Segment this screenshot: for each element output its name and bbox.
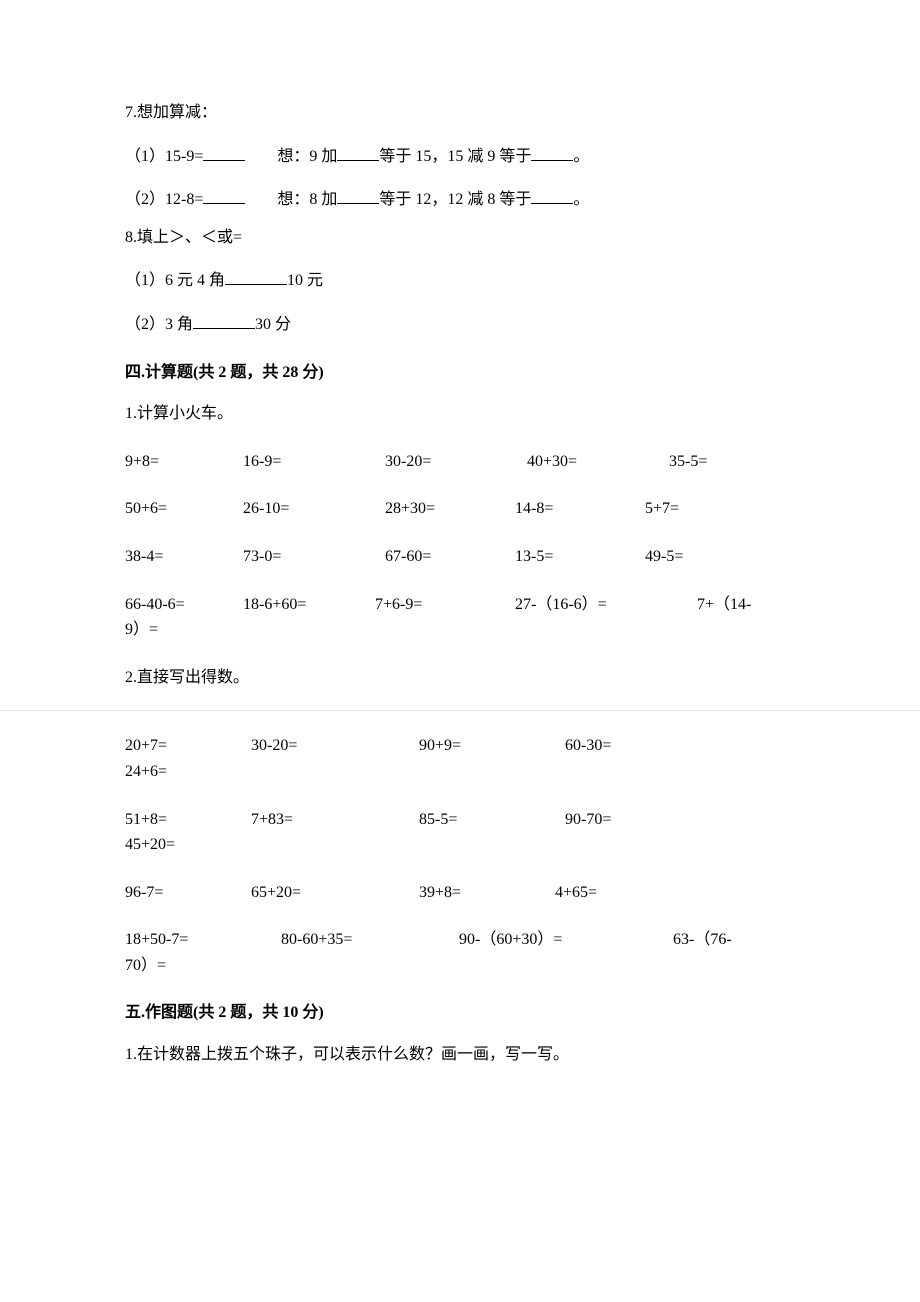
blank-field[interactable] [531, 188, 573, 204]
math-cell: 18-6+60= [243, 592, 375, 618]
q7-l1-a: （1）15-9= [125, 148, 203, 165]
q8-l1-a: （1）6 元 4 角 [125, 272, 225, 289]
s4-q1-rows: 9+8=16-9=30-20=40+30=35-5= 50+6=26-10=28+… [125, 449, 795, 617]
s5-q1-text: 1.在计数器上拨五个珠子，可以表示什么数？画一画，写一写。 [125, 1042, 795, 1068]
math-cell: 38-4= [125, 544, 243, 570]
math-cell: 73-0= [243, 544, 385, 570]
math-cell: 50+6= [125, 496, 243, 522]
math-cell: 16-9= [243, 449, 385, 475]
math-cell: 40+30= [527, 449, 669, 475]
math-row: 50+6=26-10=28+30=14-8=5+7= [125, 496, 795, 522]
q8-l2-b: 30 分 [255, 316, 291, 333]
math-cell: 20+7= [125, 733, 251, 759]
math-cell: 80-60+35= [281, 927, 459, 953]
q7-l1-b: 想：9 加 [277, 148, 337, 165]
math-cell: 7+6-9= [375, 592, 515, 618]
math-cell: 49-5= [645, 544, 725, 570]
blank-field[interactable] [337, 145, 379, 161]
math-cell: 14-8= [515, 496, 645, 522]
math-cell: 51+8= [125, 807, 251, 833]
math-row: 96-7=65+20=39+8=4+65= [125, 880, 795, 906]
section4-q2: 2.直接写出得数。 20+7=30-20=90+9=60-30= 24+6= 51+… [125, 665, 795, 979]
s4-q2-rows: 20+7=30-20=90+9=60-30= 24+6= 51+8=7+83=85-… [125, 733, 795, 953]
q8-l2-a: （2）3 角 [125, 316, 193, 333]
question-8: 8.填上＞、＜或= （1）6 元 4 角 10 元 （2）3 角 30 分 [125, 225, 795, 338]
math-cell: 85-5= [419, 807, 565, 833]
blank-field[interactable] [203, 188, 245, 204]
blank-field[interactable] [193, 313, 255, 329]
section-4-title: 四.计算题(共 2 题，共 28 分) [125, 360, 795, 386]
math-cell: 13-5= [515, 544, 645, 570]
math-row: 66-40-6=18-6+60=7+6-9=27-（16-6）=7+（14- [125, 592, 795, 618]
blank-field[interactable] [337, 188, 379, 204]
s4-q2-title: 2.直接写出得数。 [125, 665, 795, 691]
math-cell: 66-40-6= [125, 592, 243, 618]
section5-q1: 1.在计数器上拨五个珠子，可以表示什么数？画一画，写一写。 [125, 1042, 795, 1068]
blank-field[interactable] [531, 145, 573, 161]
q7-l1-c: 等于 15，15 减 9 等于 [379, 148, 531, 165]
q7-l2-b: 想：8 加 [277, 191, 337, 208]
math-cell: 96-7= [125, 880, 251, 906]
math-cell: 60-30= [565, 733, 745, 759]
q8-title: 8.填上＞、＜或= [125, 225, 795, 251]
s4-q1-cont: 9）= [125, 617, 795, 643]
q7-l2-c: 等于 12，12 减 8 等于 [379, 191, 531, 208]
math-cell: 90-70= [565, 807, 745, 833]
q7-l1-d: 。 [573, 148, 589, 165]
blank-field[interactable] [225, 269, 287, 285]
math-cell: 63-（76- [673, 927, 773, 953]
math-cell: 9+8= [125, 449, 243, 475]
math-row: 38-4=73-0=67-60=13-5=49-5= [125, 544, 795, 570]
section4-q1: 1.计算小火车。 9+8=16-9=30-20=40+30=35-5= 50+6=… [125, 401, 795, 643]
blank-field[interactable] [203, 145, 245, 161]
math-cell: 24+6= [125, 759, 205, 785]
math-cell: 18+50-7= [125, 927, 281, 953]
math-cell: 35-5= [669, 449, 749, 475]
math-cell: 7+83= [251, 807, 419, 833]
q8-l1-b: 10 元 [287, 272, 323, 289]
q7-sub1: （1）15-9= 想：9 加 等于 15，15 减 9 等于 。 [125, 144, 795, 170]
math-cell: 27-（16-6）= [515, 592, 697, 618]
section-5-title: 五.作图题(共 2 题，共 10 分) [125, 1000, 795, 1026]
math-cell: 30-20= [251, 733, 419, 759]
math-cell: 45+20= [125, 832, 205, 858]
q7-l2-d: 。 [573, 191, 589, 208]
math-cell: 4+65= [555, 880, 645, 906]
math-cell: 90+9= [419, 733, 565, 759]
math-cell: 26-10= [243, 496, 385, 522]
math-cell: 65+20= [251, 880, 419, 906]
q8-sub2: （2）3 角 30 分 [125, 312, 795, 338]
q8-sub1: （1）6 元 4 角 10 元 [125, 268, 795, 294]
math-cell: 90-（60+30）= [459, 927, 673, 953]
math-row: 9+8=16-9=30-20=40+30=35-5= [125, 449, 795, 475]
math-row: 51+8=7+83=85-5=90-70= 45+20= [125, 807, 795, 858]
math-cell: 39+8= [419, 880, 555, 906]
math-row: 20+7=30-20=90+9=60-30= 24+6= [125, 733, 795, 784]
s4-q2-cont: 70）= [125, 953, 795, 979]
q7-sub2: （2）12-8= 想：8 加 等于 12，12 减 8 等于 。 [125, 187, 795, 213]
math-cell: 5+7= [645, 496, 725, 522]
math-cell: 28+30= [385, 496, 515, 522]
math-cell: 30-20= [385, 449, 527, 475]
math-cell: 67-60= [385, 544, 515, 570]
question-7: 7.想加算减： （1）15-9= 想：9 加等于 15，15 减 9 等于。 （… [125, 100, 795, 213]
divider-line [0, 710, 920, 711]
math-row: 18+50-7=80-60+35=90-（60+30）=63-（76- [125, 927, 795, 953]
math-cell: 7+（14- [697, 592, 777, 618]
q7-title: 7.想加算减： [125, 100, 795, 126]
q7-l2-a: （2）12-8= [125, 191, 203, 208]
s4-q1-title: 1.计算小火车。 [125, 401, 795, 427]
